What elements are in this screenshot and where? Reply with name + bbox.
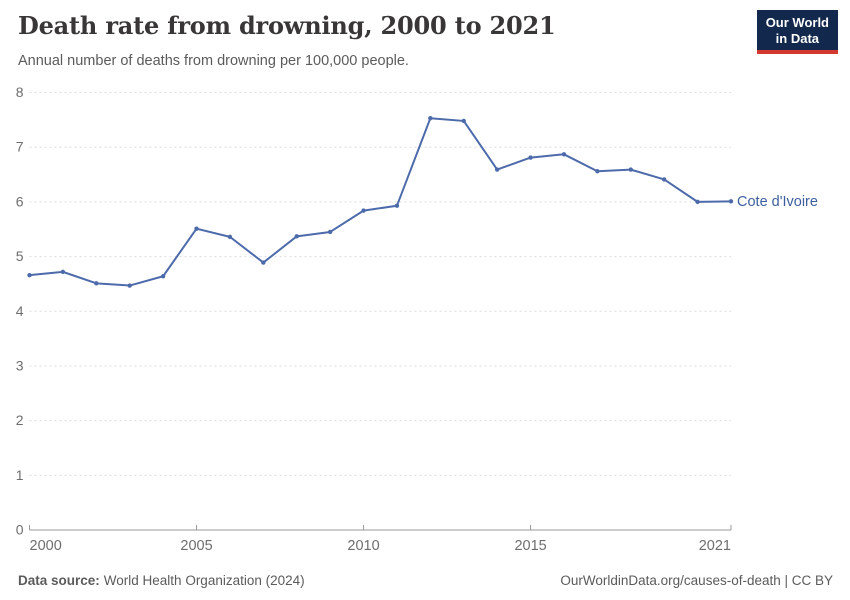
data-point[interactable] [728, 199, 734, 204]
data-point[interactable] [461, 118, 466, 124]
owid-logo[interactable]: Our World in Data [756, 10, 838, 55]
page-title: Death rate from drowning, 2000 to 2021 [18, 11, 556, 40]
x-tick-label: 2015 [514, 538, 546, 554]
data-source: Data source: World Health Organization (2… [18, 573, 305, 588]
x-tick-label: 2005 [180, 538, 212, 554]
chart-subtitle: Annual number of deaths from drowning pe… [18, 53, 409, 69]
data-source-text: World Health Organization (2024) [103, 573, 305, 588]
owid-logo-line1: Our World [765, 15, 829, 30]
data-point[interactable] [528, 155, 533, 160]
series-label-cote-divoire[interactable]: Cote d'Ivoire [737, 194, 818, 210]
data-point[interactable] [628, 167, 633, 172]
data-point[interactable] [595, 169, 600, 174]
y-tick-label: 3 [16, 357, 24, 373]
y-tick-label: 5 [16, 248, 24, 264]
data-point[interactable] [695, 199, 700, 205]
owid-logo-line2: in Data [775, 30, 820, 46]
data-point[interactable] [194, 226, 199, 231]
y-tick-label: 2 [16, 412, 24, 428]
chart-footer: Data source: World Health Organization (2… [18, 573, 833, 588]
data-point[interactable] [94, 281, 99, 286]
y-tick-label: 8 [16, 84, 24, 100]
data-point[interactable] [361, 208, 366, 213]
y-tick-label: 4 [16, 303, 24, 319]
data-point[interactable] [27, 272, 32, 278]
data-point[interactable] [561, 152, 567, 157]
data-point[interactable] [227, 234, 233, 240]
x-tick-label: 2010 [347, 538, 379, 554]
data-point[interactable] [261, 260, 266, 265]
y-tick-label: 6 [16, 193, 24, 209]
data-point[interactable] [661, 177, 667, 182]
data-point[interactable] [127, 283, 132, 288]
data-source-label: Data source: [18, 573, 100, 588]
data-point[interactable] [327, 229, 333, 235]
data-point[interactable] [428, 116, 433, 121]
y-tick-label: 0 [16, 522, 24, 538]
x-tick-label: 2000 [30, 538, 62, 554]
y-tick-label: 1 [16, 467, 24, 483]
credit-link[interactable]: OurWorldinData.org/causes-of-death | CC … [560, 573, 833, 588]
series-line[interactable] [28, 117, 732, 287]
data-point[interactable] [60, 269, 66, 275]
data-point[interactable] [394, 203, 400, 208]
data-point[interactable] [494, 167, 500, 172]
x-tick-label: 2021 [699, 538, 731, 554]
data-point[interactable] [294, 234, 299, 239]
data-point[interactable] [160, 274, 166, 279]
y-tick-label: 7 [16, 139, 24, 155]
